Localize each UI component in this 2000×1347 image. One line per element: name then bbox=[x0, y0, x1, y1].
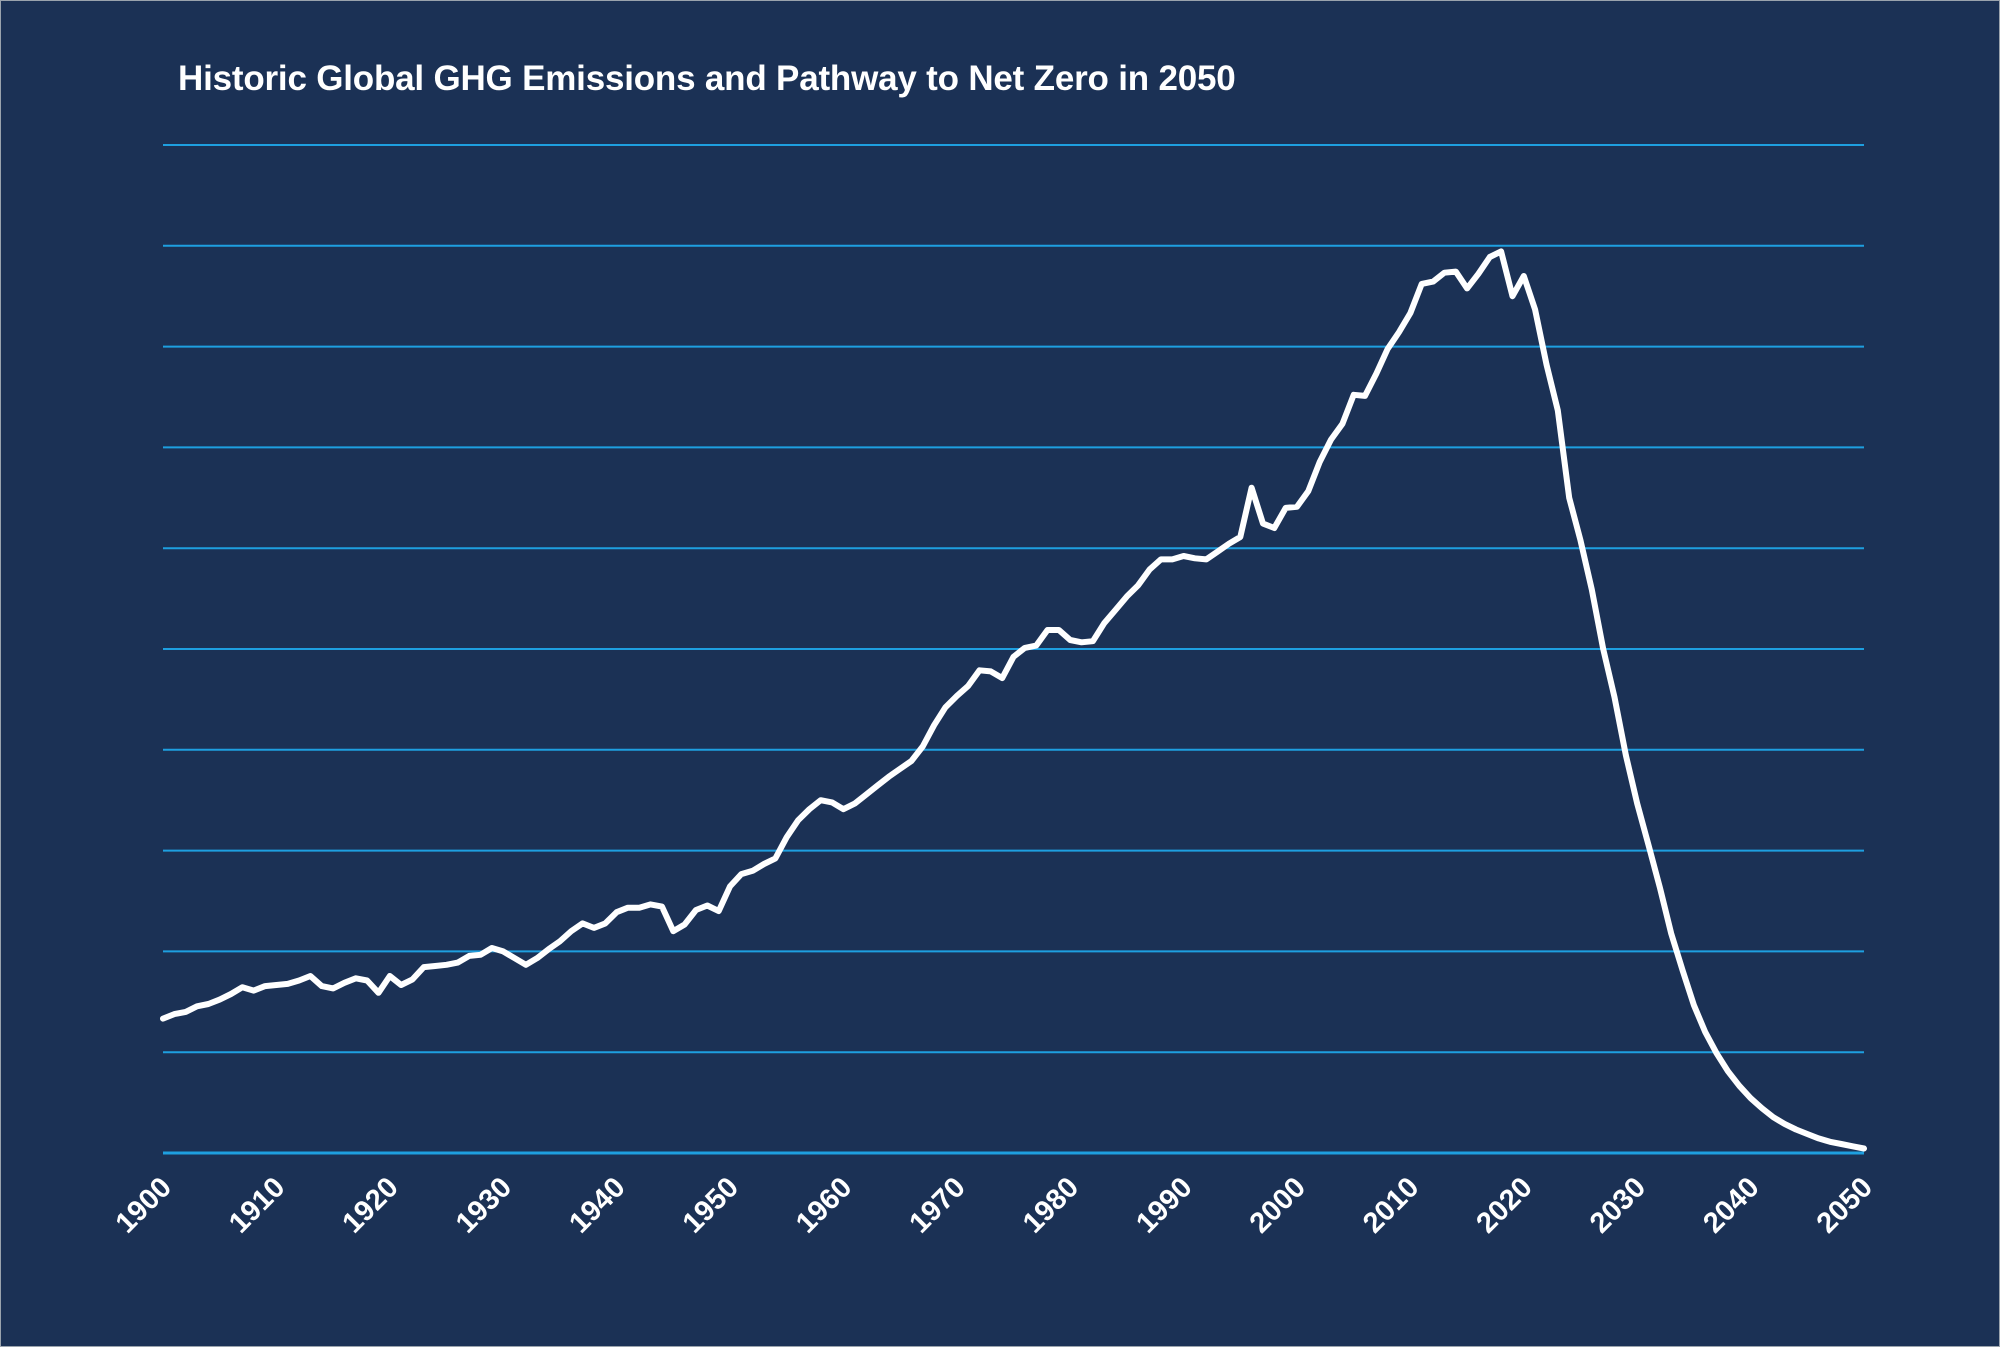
gridlines bbox=[163, 144, 1864, 1155]
chart-title: Historic Global GHG Emissions and Pathwa… bbox=[178, 59, 1236, 98]
x-tick-label: 1900 bbox=[110, 1171, 178, 1239]
x-tick-label: 2000 bbox=[1244, 1171, 1312, 1239]
x-tick-label: 1960 bbox=[790, 1171, 858, 1239]
x-tick-label: 1930 bbox=[450, 1171, 518, 1239]
x-tick-label: 2050 bbox=[1811, 1171, 1879, 1239]
x-tick-label: 2020 bbox=[1471, 1171, 1539, 1239]
x-tick-label: 1990 bbox=[1130, 1171, 1198, 1239]
x-tick-label: 1980 bbox=[1017, 1171, 1085, 1239]
x-tick-label: 2010 bbox=[1357, 1171, 1425, 1239]
x-tick-label: 1920 bbox=[337, 1171, 405, 1239]
x-tick-label: 2040 bbox=[1697, 1171, 1765, 1239]
x-tick-label: 1970 bbox=[904, 1171, 972, 1239]
x-tick-label: 1910 bbox=[223, 1171, 291, 1239]
emissions-series-line bbox=[160, 248, 1867, 1152]
series-layer bbox=[160, 248, 1867, 1152]
x-tick-label: 1950 bbox=[677, 1171, 745, 1239]
x-axis-tick-labels: 1900 1910 1920 1930 1940 1950 1960 1970 1980 1990… bbox=[110, 1171, 1879, 1239]
x-tick-label: 1940 bbox=[563, 1171, 631, 1239]
x-tick-label: 2030 bbox=[1584, 1171, 1652, 1239]
